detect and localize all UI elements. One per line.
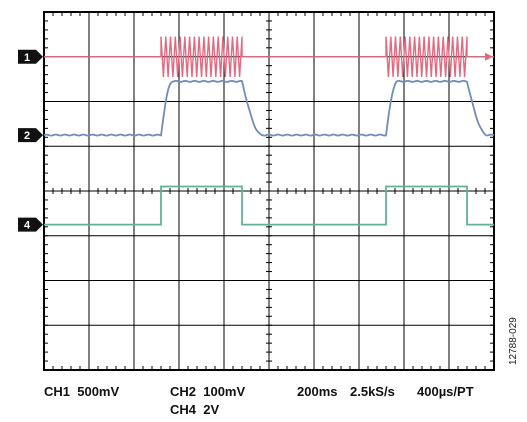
channel-marker-arrow [18, 217, 43, 232]
channel-2-marker: 2 [18, 128, 43, 143]
channel-marker-arrow [18, 49, 43, 64]
traces [43, 36, 495, 226]
channel-markers: 1 2 4 [18, 49, 493, 232]
ch2-scale-label: CH2 100mV [170, 384, 246, 399]
sample-rate-label: 2.5kS/s [350, 384, 395, 399]
channel-4-marker: 4 [18, 217, 43, 232]
figure-id: 12788-029 [508, 317, 519, 365]
channel-2-trace [43, 79, 495, 137]
channel-marker-label: 4 [24, 220, 31, 232]
channel-1-trace [44, 36, 494, 77]
ch1-scale-label: CH1 500mV [44, 384, 120, 399]
channel-marker-arrow [18, 128, 43, 143]
channel-1-marker: 1 [18, 49, 43, 64]
time-per-point-label: 400µs/PT [417, 384, 474, 399]
timebase-label: 200ms [297, 384, 338, 399]
ch1-end-arrow [485, 52, 493, 61]
channel-marker-label: 1 [24, 52, 30, 64]
channel-marker-label: 2 [24, 130, 30, 142]
channel-4-trace [44, 185, 494, 226]
ch4-scale-label: CH4 2V [170, 402, 220, 417]
